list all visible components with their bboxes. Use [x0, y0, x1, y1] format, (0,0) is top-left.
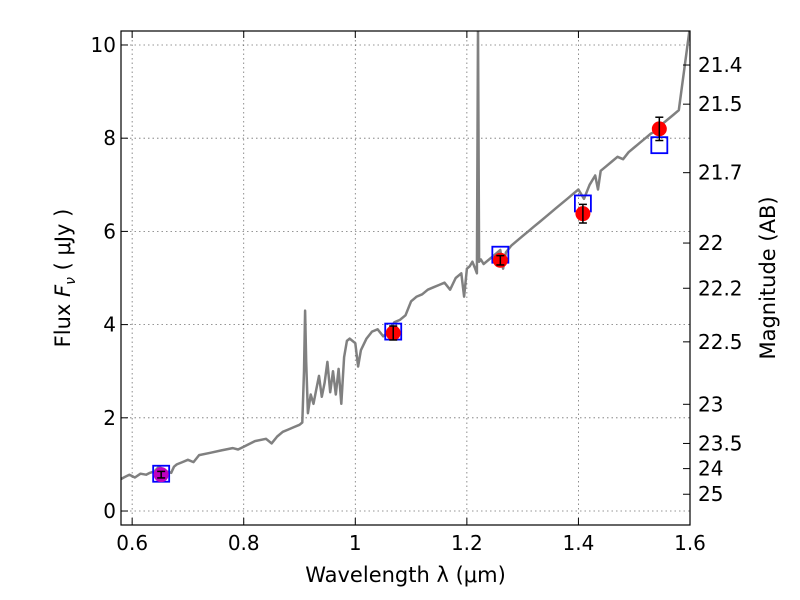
x-axis-label: Wavelength λ (μm): [305, 563, 506, 587]
y2-tick-label: 22: [698, 231, 723, 255]
y2-axis-label: Magnitude (AB): [756, 196, 780, 359]
y-tick-label: 2: [103, 406, 116, 430]
x-tick-label: 0.8: [228, 531, 260, 555]
y-tick-label: 4: [103, 313, 116, 337]
y-tick-label: 0: [103, 499, 116, 523]
y-tick-label: 10: [91, 33, 116, 57]
y2-tick-label: 21.5: [698, 92, 743, 116]
marks-layer: [152, 116, 669, 483]
y2-tick-label: 25: [698, 482, 723, 506]
ticks-layer: [121, 31, 691, 525]
x-tick-label: 1: [349, 531, 362, 555]
y2-tick-label: 21.7: [698, 161, 743, 185]
grid: [121, 31, 690, 525]
spectrum-line: [121, 31, 690, 481]
y-axis-label: Flux Fν ( μJy ): [51, 209, 79, 348]
y-axis-label-symbol: F: [51, 284, 75, 297]
y2-tick-label: 22.2: [698, 276, 743, 300]
x-tick-label: 1.4: [563, 531, 595, 555]
x-tick-label: 1.6: [674, 531, 706, 555]
y-tick-label: 8: [103, 126, 116, 150]
x-tick-label: 0.6: [116, 531, 148, 555]
plot-frame: [120, 30, 691, 526]
y-tick-label: 6: [103, 219, 116, 243]
y2-tick-label: 24: [698, 457, 723, 481]
series-layer: [121, 31, 690, 481]
y2-tick-label: 22.5: [698, 330, 743, 354]
tick-labels: 0.6 0.8 1 1.2 1.4 1.6024681021.421.521.72222.…: [91, 33, 743, 555]
y2-tick-label: 23: [698, 392, 723, 416]
y-axis-label-unit: ( μJy ): [51, 209, 75, 277]
y-axis-label-subscript: ν: [63, 277, 79, 285]
x-tick-label: 1.2: [451, 531, 483, 555]
y2-tick-label: 23.5: [698, 431, 743, 455]
y-axis-label-prefix: Flux: [51, 297, 75, 347]
y2-tick-label: 21.4: [698, 53, 743, 77]
